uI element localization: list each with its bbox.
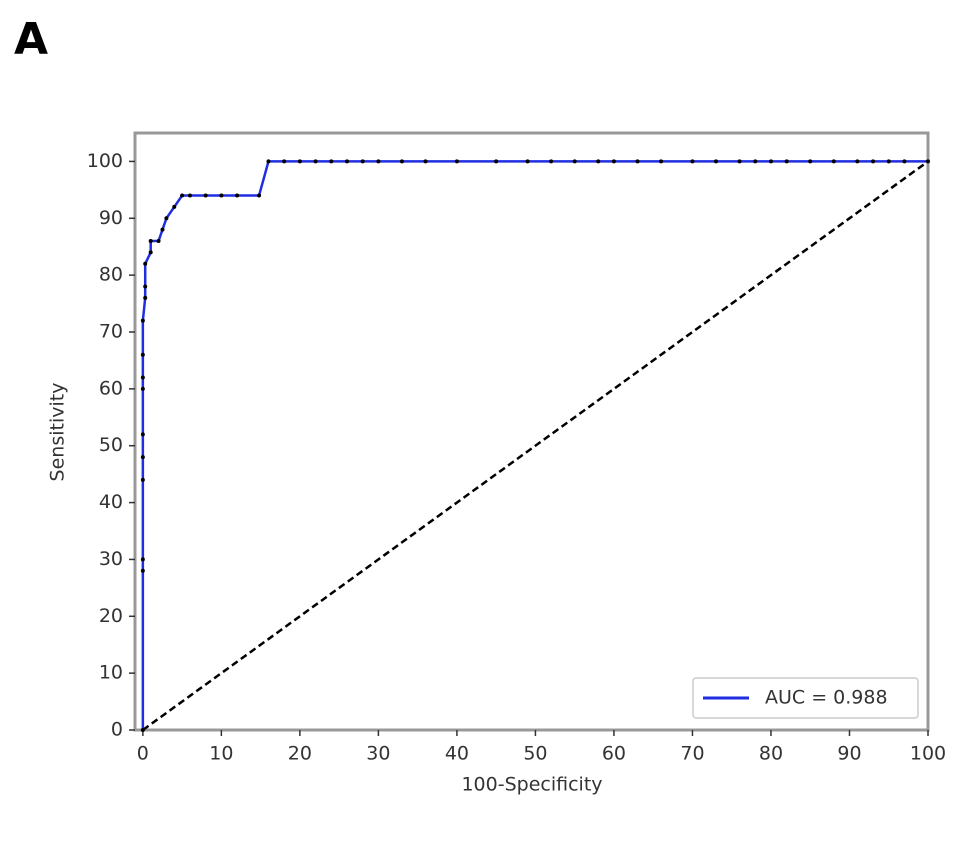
x-tick-label: 70: [680, 743, 704, 765]
y-tick-label: 40: [99, 491, 123, 513]
curve-marker: [344, 159, 349, 164]
curve-marker: [572, 159, 577, 164]
curve-marker: [143, 261, 148, 266]
curve-marker: [784, 159, 789, 164]
curve-marker: [886, 159, 891, 164]
curve-marker: [148, 250, 153, 255]
curve-marker: [140, 375, 145, 380]
x-tick-label: 90: [837, 743, 861, 765]
curve-marker: [926, 159, 930, 164]
y-tick-label: 0: [111, 719, 123, 741]
curve-marker: [140, 455, 145, 460]
curve-marker: [143, 284, 148, 289]
curve-marker: [871, 159, 876, 164]
x-tick-label: 50: [523, 743, 547, 765]
curve-marker: [282, 159, 287, 164]
curve-marker: [423, 159, 428, 164]
panel-label: A: [14, 14, 48, 65]
curve-marker: [140, 477, 145, 482]
curve-marker: [808, 159, 813, 164]
curve-marker: [148, 239, 153, 244]
curve-marker: [635, 159, 640, 164]
x-axis-label: 100-Specificity: [461, 774, 602, 796]
curve-marker: [140, 557, 145, 562]
curve-marker: [266, 159, 271, 164]
legend-label: AUC = 0.988: [765, 687, 888, 709]
curve-marker: [143, 295, 148, 300]
curve-marker: [219, 193, 224, 198]
curve-marker: [549, 159, 554, 164]
y-tick-label: 50: [99, 434, 123, 456]
y-tick-label: 70: [99, 321, 123, 343]
curve-marker: [659, 159, 664, 164]
curve-marker: [454, 159, 459, 164]
curve-marker: [855, 159, 860, 164]
curve-marker: [140, 432, 145, 437]
x-tick-label: 10: [209, 743, 233, 765]
curve-marker: [313, 159, 318, 164]
x-tick-label: 0: [137, 743, 149, 765]
x-tick-label: 20: [288, 743, 312, 765]
reference-diagonal: [142, 160, 929, 732]
curve-marker: [257, 193, 262, 198]
x-tick-label: 60: [602, 743, 626, 765]
x-tick-label: 30: [366, 743, 390, 765]
curve-marker: [525, 159, 530, 164]
y-tick-label: 100: [87, 150, 123, 172]
y-tick-label: 60: [99, 377, 123, 399]
curve-marker: [235, 193, 240, 198]
y-tick-label: 30: [99, 548, 123, 570]
curve-marker: [902, 159, 907, 164]
curve-marker: [376, 159, 381, 164]
curve-marker: [399, 159, 404, 164]
plot-frame: [133, 131, 930, 732]
legend-box: [692, 677, 919, 719]
y-tick-label: 90: [99, 207, 123, 229]
x-tick-label: 100: [910, 743, 946, 765]
curve-marker: [172, 204, 177, 209]
curve-marker: [596, 159, 601, 164]
curve-marker: [768, 159, 773, 164]
x-tick-label: 80: [759, 743, 783, 765]
curve-marker: [140, 318, 145, 323]
x-tick-label: 40: [445, 743, 469, 765]
curve-marker: [714, 159, 719, 164]
curve-marker: [160, 227, 165, 232]
curve-marker: [494, 159, 499, 164]
y-axis-label: Sensitivity: [47, 383, 69, 482]
y-tick-label: 80: [99, 264, 123, 286]
curve-marker: [140, 568, 145, 573]
curve-marker: [297, 159, 302, 164]
curve-marker: [611, 159, 616, 164]
curve-marker: [187, 193, 192, 198]
y-tick-label: 10: [99, 662, 123, 684]
curve-marker: [140, 386, 145, 391]
curve-marker: [180, 193, 185, 198]
curve-marker: [753, 159, 758, 164]
y-tick-label: 20: [99, 605, 123, 627]
curve-marker: [360, 159, 365, 164]
curve-marker: [329, 159, 334, 164]
curve-marker: [737, 159, 742, 164]
curve-marker: [140, 728, 145, 732]
curve-marker: [164, 216, 169, 221]
curve-marker: [140, 352, 145, 357]
curve-marker: [203, 193, 208, 198]
curve-marker: [831, 159, 836, 164]
curve-marker: [156, 239, 161, 244]
curve-marker: [690, 159, 695, 164]
